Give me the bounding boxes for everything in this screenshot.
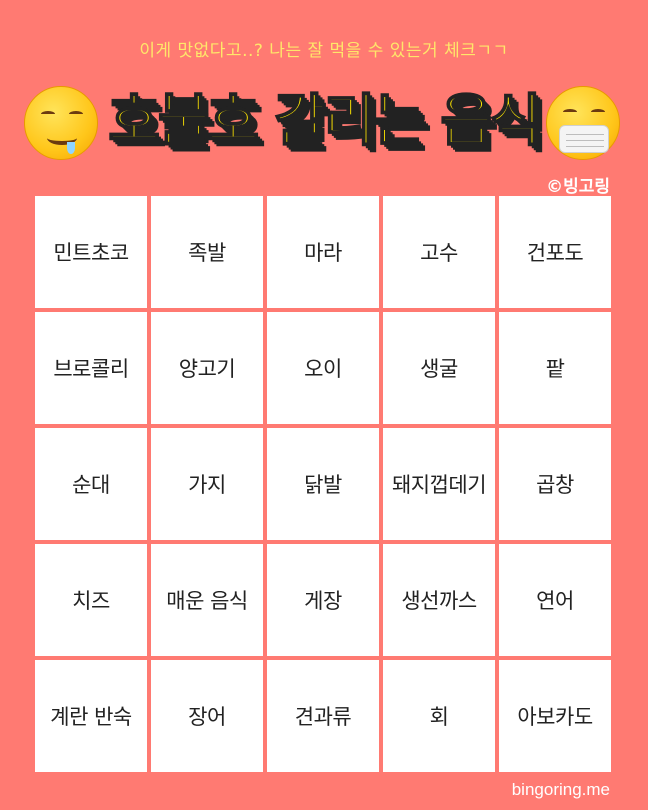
- bingo-cell[interactable]: 계란 반숙: [35, 660, 147, 772]
- drooling-face-icon: [24, 86, 98, 160]
- bingo-cell[interactable]: 회: [383, 660, 495, 772]
- eye-left: [563, 109, 577, 115]
- bingo-cell[interactable]: 팥: [499, 312, 611, 424]
- bingo-cell[interactable]: 견과류: [267, 660, 379, 772]
- bingo-cell[interactable]: 민트초코: [35, 196, 147, 308]
- face-with-medical-mask-icon: [546, 86, 620, 160]
- bingo-cell[interactable]: 생선까스: [383, 544, 495, 656]
- bingo-cell[interactable]: 브로콜리: [35, 312, 147, 424]
- medical-mask: [559, 125, 609, 153]
- title-row: 호불호 갈리는 음식: [0, 68, 648, 168]
- bingo-cell[interactable]: 건포도: [499, 196, 611, 308]
- bingo-cell[interactable]: 아보카도: [499, 660, 611, 772]
- bingo-cell[interactable]: 순대: [35, 428, 147, 540]
- mask-fold: [566, 146, 604, 147]
- bingo-cell[interactable]: 족발: [151, 196, 263, 308]
- subtitle: 이게 맛없다고..? 나는 잘 먹을 수 있는거 체크ㄱㄱ: [139, 41, 509, 61]
- eye-right: [69, 111, 83, 117]
- eye-right: [591, 109, 605, 115]
- mask-fold: [566, 140, 604, 141]
- bingo-cell[interactable]: 게장: [267, 544, 379, 656]
- bingo-cell[interactable]: 연어: [499, 544, 611, 656]
- bingo-cell[interactable]: 양고기: [151, 312, 263, 424]
- bingo-cell[interactable]: 치즈: [35, 544, 147, 656]
- bingo-cell[interactable]: 오이: [267, 312, 379, 424]
- mouth: [47, 131, 77, 145]
- bingo-cell[interactable]: 고수: [383, 196, 495, 308]
- bingo-cell[interactable]: 돼지껍데기: [383, 428, 495, 540]
- bingo-grid: 민트초코 족발 마라 고수 건포도 브로콜리 양고기 오이 생굴 팥 순대 가지…: [35, 196, 611, 772]
- bingo-cell[interactable]: 닭발: [267, 428, 379, 540]
- bingo-cell[interactable]: 생굴: [383, 312, 495, 424]
- bingo-cell[interactable]: 가지: [151, 428, 263, 540]
- page-title: 호불호 갈리는 음식: [107, 88, 542, 155]
- bingo-cell[interactable]: 매운 음식: [151, 544, 263, 656]
- bingo-cell[interactable]: 곱창: [499, 428, 611, 540]
- bingo-cell[interactable]: 장어: [151, 660, 263, 772]
- site-url[interactable]: bingoring.me: [511, 780, 610, 799]
- mask-fold: [566, 134, 604, 135]
- drool-drop: [67, 142, 75, 154]
- copyright: ©빙고링: [546, 177, 610, 197]
- bingo-cell[interactable]: 마라: [267, 196, 379, 308]
- eye-left: [41, 111, 55, 117]
